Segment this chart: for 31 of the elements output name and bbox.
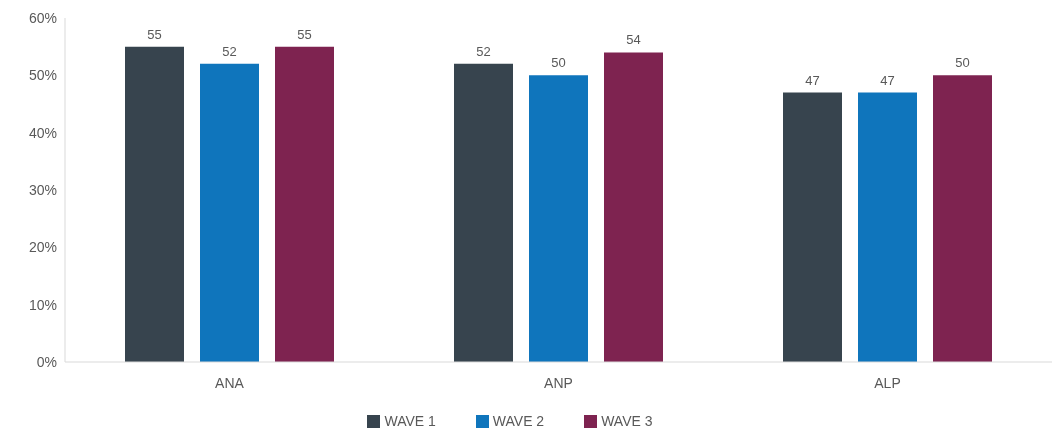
- data-label: 50: [551, 55, 566, 71]
- y-tick-label: 0%: [36, 353, 57, 370]
- y-tick-label: 30%: [28, 181, 57, 198]
- data-label: 55: [147, 26, 162, 42]
- y-tick-label: 50%: [28, 67, 57, 84]
- x-tick-label: ALP: [874, 374, 901, 391]
- data-label: 47: [805, 72, 820, 88]
- data-label: 55: [297, 26, 312, 42]
- y-tick-label: 20%: [28, 239, 57, 256]
- bar: [858, 92, 917, 362]
- legend-label: WAVE 1: [384, 413, 436, 429]
- bar: [604, 52, 663, 362]
- bar: [125, 46, 184, 362]
- bar: [454, 63, 513, 362]
- bar: [200, 63, 259, 362]
- data-label: 47: [880, 72, 895, 88]
- legend-label: WAVE 3: [601, 413, 653, 429]
- data-label: 52: [222, 43, 237, 59]
- data-label: 50: [955, 55, 970, 71]
- bar: [275, 46, 334, 362]
- x-tick-label: ANP: [544, 374, 573, 391]
- bar: [783, 92, 842, 362]
- y-tick-label: 40%: [28, 124, 57, 141]
- data-label: 54: [626, 32, 641, 48]
- x-tick-label: ANA: [215, 374, 245, 391]
- bar: [529, 75, 588, 362]
- y-tick-label: 60%: [28, 9, 57, 26]
- bar: [933, 75, 992, 362]
- legend-label: WAVE 2: [492, 413, 545, 429]
- y-tick-label: 10%: [28, 296, 57, 313]
- data-label: 52: [476, 43, 491, 59]
